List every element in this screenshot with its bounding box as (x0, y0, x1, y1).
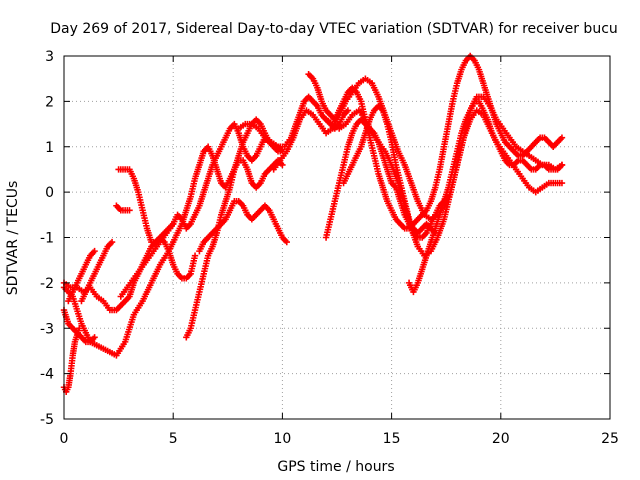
series-17 (340, 102, 452, 241)
y-tick-label: 1 (45, 140, 54, 156)
x-tick-label: 20 (492, 431, 510, 447)
y-axis-label: SDTVAR / TECUs (5, 181, 21, 296)
data-point (279, 161, 286, 169)
series-9 (117, 120, 286, 300)
data-point (191, 252, 199, 259)
series-8 (113, 202, 133, 214)
series-18 (405, 98, 566, 296)
series-13 (270, 75, 566, 223)
x-tick-label: 15 (383, 431, 401, 447)
axis-ticks: 0 5 10 15 20 25 -5 -4 -3 -2 -1 0 1 2 3 (40, 49, 619, 447)
data-point (558, 161, 566, 169)
data-point (91, 247, 98, 255)
series-10 (183, 116, 286, 341)
data-point (108, 238, 116, 246)
x-tick-label: 0 (60, 431, 69, 447)
data-point (558, 179, 566, 187)
chart-title: Day 269 of 2017, Sidereal Day-to-day VTE… (50, 21, 618, 37)
series-11 (196, 198, 290, 255)
series-6 (78, 238, 116, 305)
y-tick-label: 3 (45, 49, 54, 65)
series-15 (322, 107, 566, 259)
x-axis-label: GPS time / hours (277, 459, 394, 475)
y-tick-label: -1 (40, 231, 54, 247)
x-tick-label: 25 (601, 431, 619, 447)
data-point (344, 107, 352, 114)
y-tick-label: -5 (40, 412, 54, 428)
x-tick-label: 10 (273, 431, 291, 447)
series-14 (305, 52, 566, 232)
y-tick-label: -3 (40, 321, 54, 337)
data-point (91, 334, 98, 341)
y-tick-label: 2 (45, 94, 54, 110)
series-5 (65, 247, 98, 305)
x-tick-label: 5 (169, 431, 178, 447)
series-2 (60, 325, 83, 395)
data-point (126, 207, 133, 214)
data-point (558, 134, 566, 141)
y-tick-label: 0 (45, 185, 54, 201)
y-tick-label: -4 (40, 367, 54, 383)
data-point (283, 238, 290, 246)
grid-lines (64, 56, 610, 419)
data-series (60, 52, 566, 395)
y-tick-label: -2 (40, 276, 54, 292)
